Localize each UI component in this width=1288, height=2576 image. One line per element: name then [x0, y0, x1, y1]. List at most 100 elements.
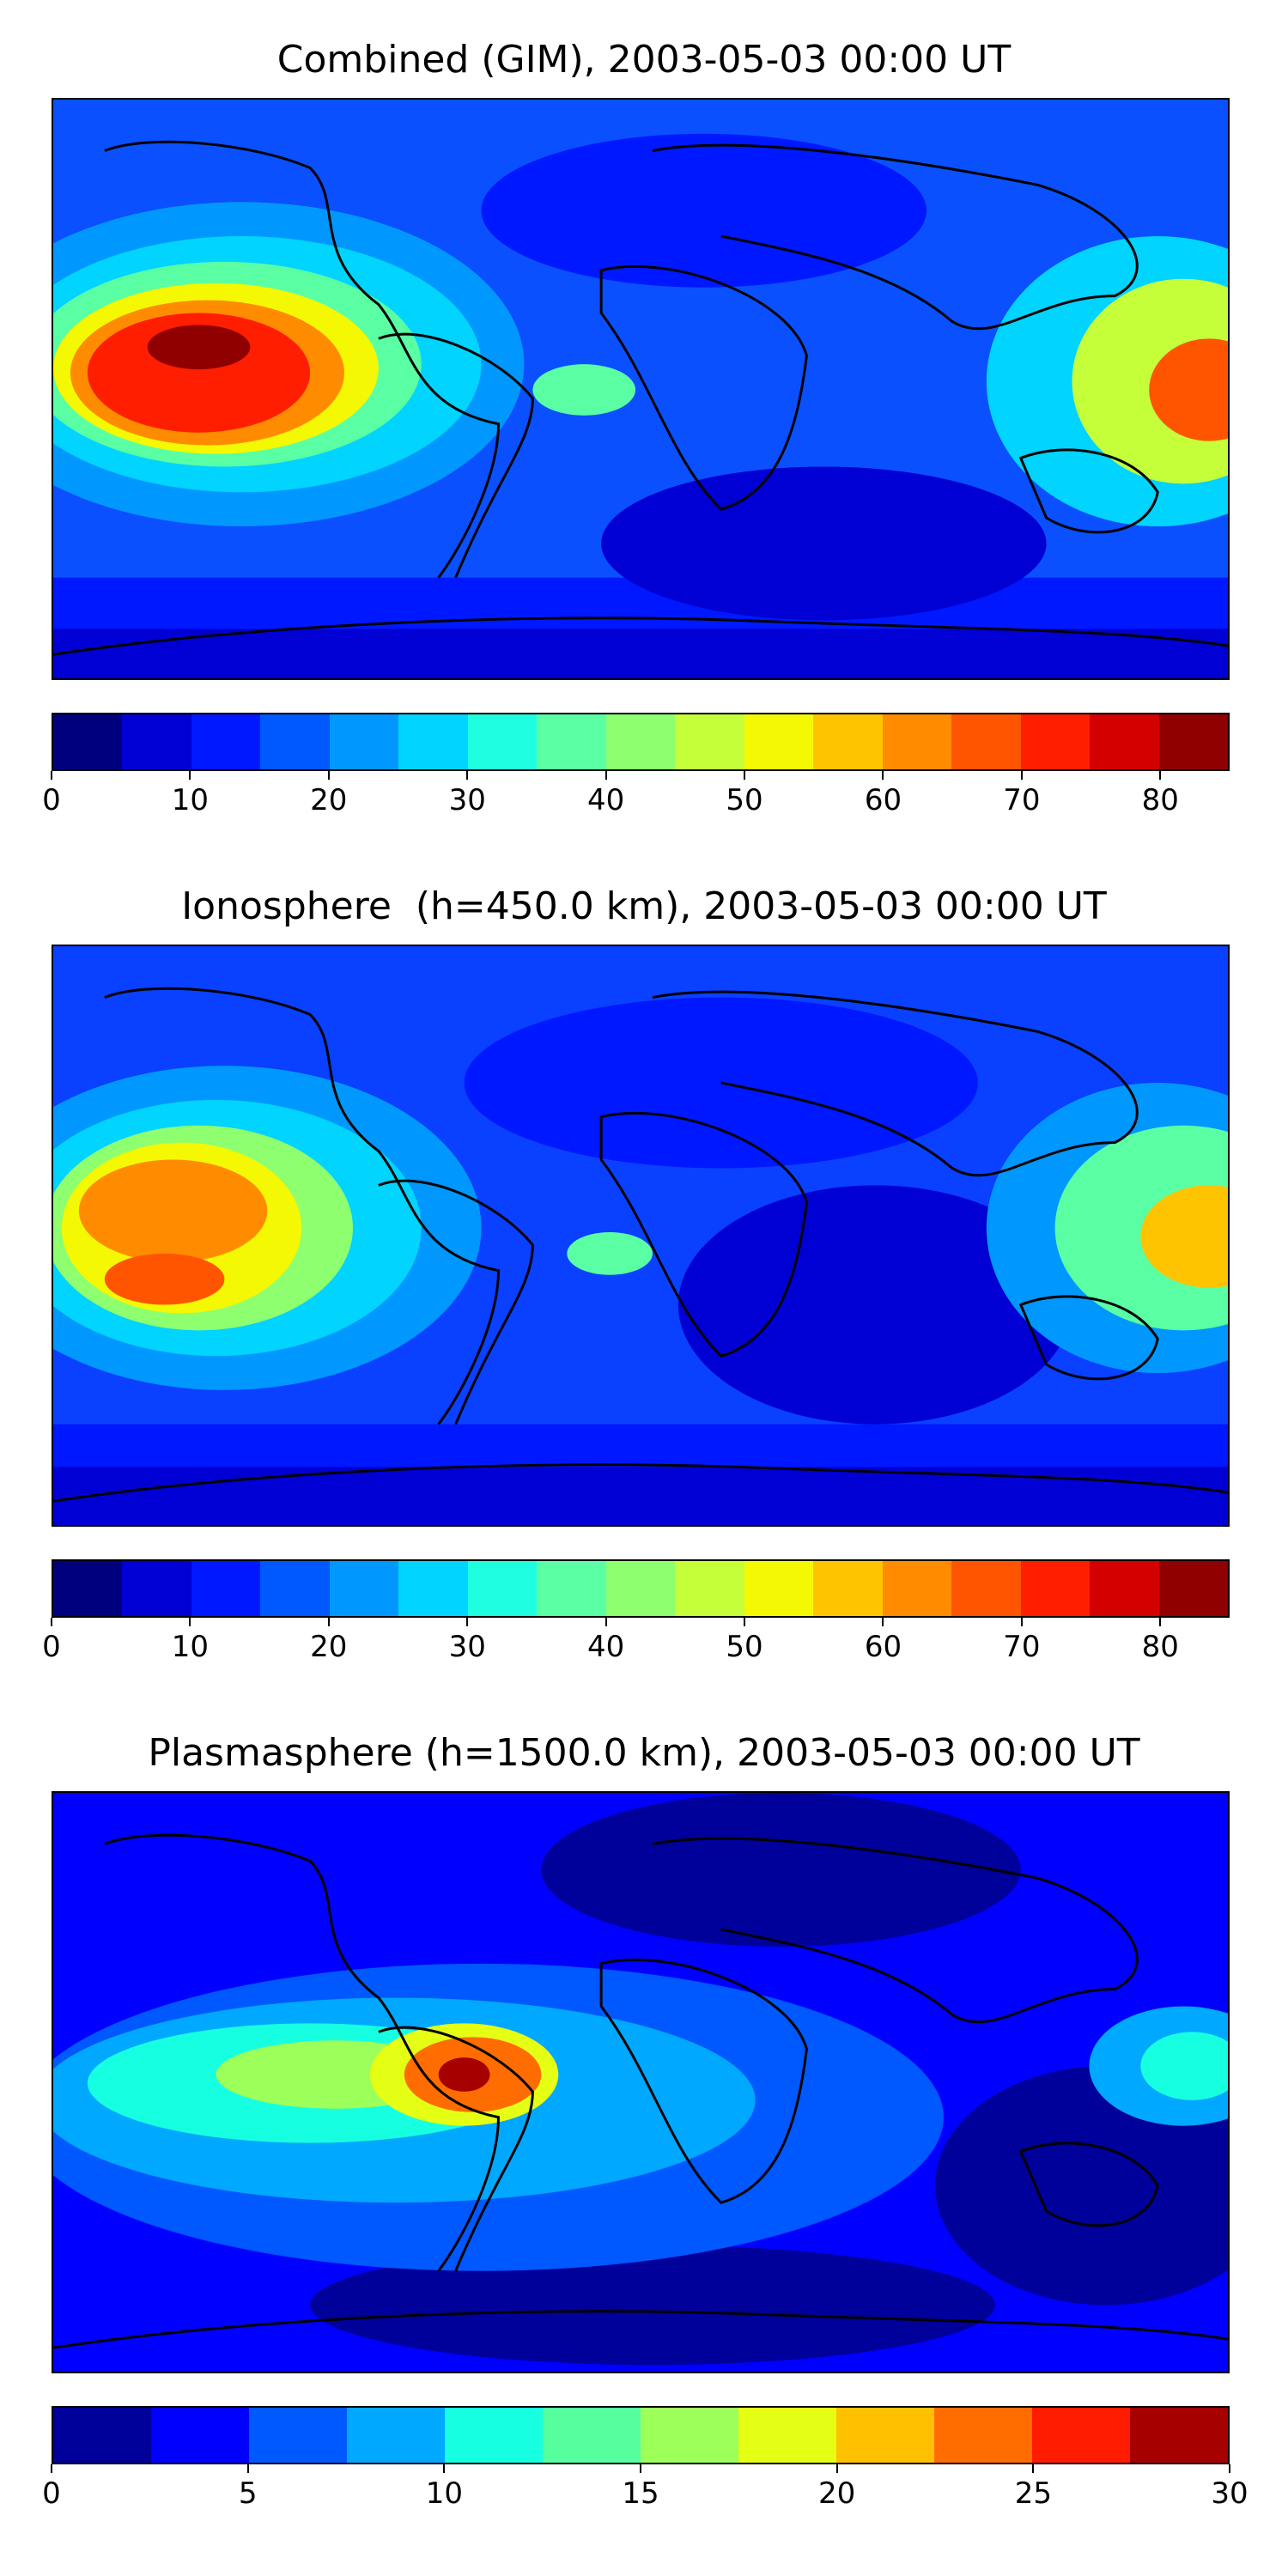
colorbar-segment	[445, 2408, 543, 2463]
colorbar-segment	[398, 714, 468, 769]
colorbar-segment	[1158, 1561, 1228, 1616]
colorbar-segment	[122, 714, 191, 769]
colorbar-segment	[329, 714, 399, 769]
colorbar-segment	[882, 714, 952, 769]
colorbar-ticks-combined: 0 10 20 30 40 50 60 70 80	[42, 771, 1230, 817]
colorbar-segment	[191, 714, 261, 769]
colorbar-segment	[398, 1561, 468, 1616]
panel-title: Plasmasphere (h=1500.0 km), 2003-05-03 0…	[148, 1731, 1140, 1775]
colorbar-segment	[813, 1561, 883, 1616]
colorbar-tick	[327, 771, 330, 780]
colorbar-segment	[249, 2408, 347, 2463]
colorbar-tick-label: 5	[238, 2476, 258, 2511]
colorbar-tick-label: 80	[1141, 1630, 1179, 1664]
colorbar-tick	[605, 771, 607, 780]
colorbar-tick	[1020, 1618, 1023, 1626]
tec-map-ionosphere	[52, 945, 1230, 1527]
colorbar-tick-label: 0	[42, 783, 61, 817]
colorbar-segment	[605, 714, 676, 769]
colorbar-segment	[675, 1561, 744, 1616]
panel-title: Combined (GIM), 2003-05-03 00:00 UT	[276, 38, 1012, 82]
colorbar-segment	[1130, 2408, 1228, 2463]
colorbar-tick-label: 80	[1141, 783, 1179, 817]
panel-title: Ionosphere (h=450.0 km), 2003-05-03 00:0…	[181, 884, 1107, 928]
colorbar-segment	[260, 714, 330, 769]
colorbar-tick-label: 70	[1003, 1630, 1041, 1664]
colorbar-segment	[882, 1561, 952, 1616]
colorbar-segment	[744, 714, 814, 769]
colorbar-segment	[738, 2408, 836, 2463]
colorbar-tick	[744, 771, 746, 780]
colorbar-tick-label: 10	[171, 1630, 210, 1664]
colorbar-tick	[882, 1618, 884, 1626]
colorbar-segment	[951, 1561, 1021, 1616]
colorbar-segment	[951, 714, 1021, 769]
colorbar-tick	[640, 2464, 641, 2473]
colorbar-tick	[51, 2464, 52, 2473]
colorbar-tick-label: 70	[1003, 783, 1041, 817]
colorbar-segment	[1032, 2408, 1130, 2463]
colorbar-segment	[1158, 714, 1228, 769]
colorbar-segment	[53, 2408, 151, 2463]
colorbar-segment	[467, 714, 538, 769]
colorbar-tick	[1020, 771, 1023, 780]
colorbar-tick-label: 60	[864, 1630, 902, 1664]
colorbar-segment	[537, 714, 606, 769]
colorbar-segment	[543, 2408, 641, 2463]
colorbar-segment	[1090, 714, 1159, 769]
colorbar-tick-label: 30	[448, 1630, 486, 1664]
colorbar-tick-label: 40	[587, 1630, 625, 1664]
colorbar-tick-label: 20	[310, 1630, 348, 1664]
colorbar-tick	[246, 2464, 249, 2473]
colorbar-segment	[1020, 714, 1091, 769]
colorbar-tick-label: 40	[587, 783, 625, 817]
colorbar-tick	[744, 1618, 746, 1626]
colorbar-tick-label: 50	[726, 1630, 763, 1664]
colorbar-tick	[835, 2464, 838, 2473]
colorbar-segment	[347, 2408, 445, 2463]
colorbar-tick-label: 10	[425, 2476, 463, 2511]
colorbar-tick	[1229, 2464, 1230, 2473]
colorbar-segment	[467, 1561, 538, 1616]
colorbar-tick	[466, 771, 469, 780]
colorbar-segment	[1090, 1561, 1159, 1616]
colorbar-segment	[1020, 1561, 1091, 1616]
colorbar-segment	[605, 1561, 676, 1616]
colorbar-tick-label: 0	[42, 2476, 61, 2511]
colorbar-segment	[641, 2408, 738, 2463]
colorbar-plasmasphere	[52, 2406, 1230, 2464]
colorbar-segment	[329, 1561, 399, 1616]
colorbar-ionosphere	[52, 1559, 1230, 1618]
colorbar-tick	[1032, 2464, 1035, 2473]
colorbar-tick-label: 0	[42, 1630, 61, 1664]
colorbar-tick	[51, 771, 52, 780]
colorbar-tick	[443, 2464, 446, 2473]
colorbar-tick	[466, 1618, 469, 1626]
colorbar-segment	[537, 1561, 606, 1616]
colorbar-tick-label: 50	[726, 783, 763, 817]
colorbar-combined	[52, 713, 1230, 771]
colorbar-tick-label: 15	[622, 2476, 659, 2511]
colorbar-tick	[189, 1618, 191, 1626]
colorbar-tick	[1159, 1618, 1162, 1626]
colorbar-segment	[53, 1561, 123, 1616]
colorbar-segment	[934, 2408, 1032, 2463]
colorbar-ticks-ionosphere: 0 10 20 30 40 50 60 70 80	[42, 1618, 1230, 1664]
colorbar-tick-label: 10	[171, 783, 210, 817]
colorbar-tick-label: 60	[864, 783, 902, 817]
colorbar-segment	[53, 714, 123, 769]
colorbar-segment	[744, 1561, 814, 1616]
colorbar-segment	[122, 1561, 191, 1616]
colorbar-tick-label: 30	[448, 783, 486, 817]
colorbar-segment	[836, 2408, 934, 2463]
colorbar-segment	[813, 714, 883, 769]
colorbar-tick-label: 20	[310, 783, 348, 817]
colorbar-tick-label: 20	[818, 2476, 856, 2511]
tec-map-plasmasphere	[52, 1791, 1230, 2373]
colorbar-segment	[675, 714, 744, 769]
colorbar-tick	[1159, 771, 1162, 780]
colorbar-segment	[191, 1561, 261, 1616]
colorbar-tick	[605, 1618, 607, 1626]
colorbar-tick	[189, 771, 191, 780]
colorbar-segment	[260, 1561, 330, 1616]
